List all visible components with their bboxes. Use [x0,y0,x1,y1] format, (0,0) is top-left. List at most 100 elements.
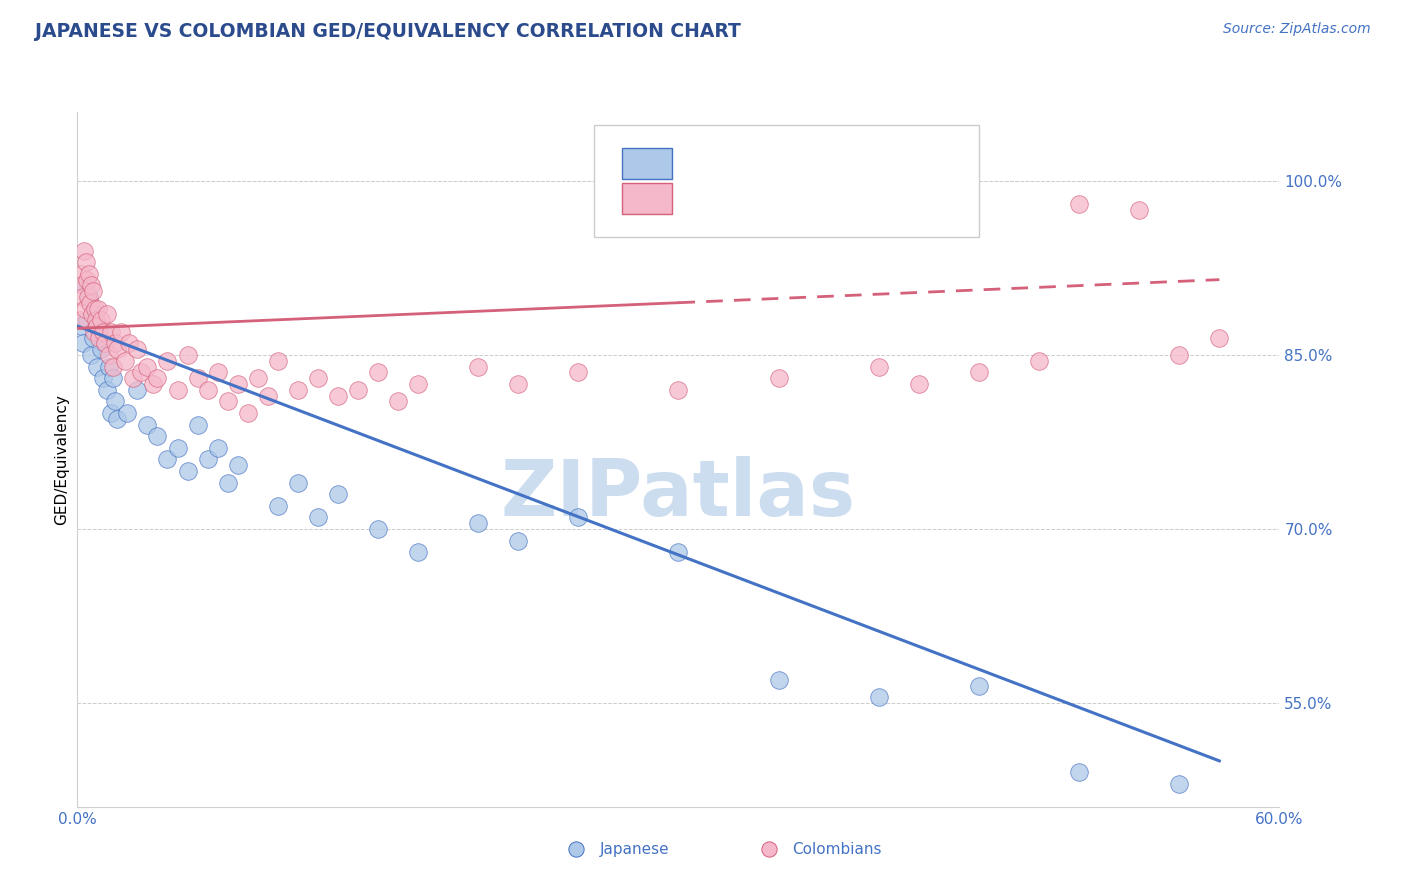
Point [967,366,990,380]
Point [79,267,101,281]
Point [908,376,931,391]
Point [868,359,890,374]
Point [82,284,104,298]
Point [1168,348,1191,362]
Point [83,325,105,339]
Point [90,313,112,327]
Point [1069,197,1091,211]
Text: N =: N = [841,191,884,206]
Point [104,394,127,409]
Point [117,406,139,420]
Point [967,678,990,692]
Point [84,301,107,316]
Point [100,406,122,420]
Y-axis label: GED/Equivalency: GED/Equivalency [53,394,69,524]
FancyBboxPatch shape [621,183,672,214]
Point [76,272,98,286]
Point [207,366,229,380]
Point [246,371,269,385]
Point [467,516,489,530]
Point [73,244,96,258]
Point [96,307,118,321]
Point [75,278,97,293]
Point [82,307,104,321]
Point [197,452,219,467]
Point [406,376,429,391]
Point [267,499,290,513]
Point [70,267,93,281]
Point [256,389,278,403]
Point [93,371,115,385]
Point [110,325,132,339]
Point [217,475,239,490]
Point [80,278,103,293]
Point [156,353,179,368]
Point [87,301,110,316]
Point [69,313,91,327]
Point [1028,353,1050,368]
Point [207,441,229,455]
Point [77,290,100,304]
Point [107,342,129,356]
Point [89,330,111,344]
Text: JAPANESE VS COLOMBIAN GED/EQUIVALENCY CORRELATION CHART: JAPANESE VS COLOMBIAN GED/EQUIVALENCY CO… [35,22,741,41]
Point [186,417,209,432]
Point [131,366,153,380]
Text: ZIPatlas: ZIPatlas [501,456,856,533]
Point [114,353,136,368]
Point [768,371,790,385]
Point [176,464,198,478]
Point [217,394,239,409]
Point [567,510,589,524]
Point [1069,765,1091,780]
Point [98,348,121,362]
Point [307,510,329,524]
Point [156,452,179,467]
Point [768,673,790,687]
FancyBboxPatch shape [595,126,979,236]
Point [136,359,159,374]
Point [387,394,409,409]
Point [84,307,107,321]
Point [94,336,117,351]
FancyBboxPatch shape [621,148,672,179]
Point [226,458,249,472]
Point [107,411,129,425]
Text: 87: 87 [894,191,914,206]
Text: N =: N = [841,156,884,171]
Point [176,348,198,362]
Point [103,359,125,374]
Point [94,336,117,351]
Point [79,295,101,310]
Point [82,330,104,344]
Point [508,533,530,548]
Point [668,545,690,559]
Point [287,383,309,397]
Point [75,255,97,269]
Point [146,371,169,385]
Point [1168,777,1191,791]
Point [104,336,127,351]
Point [96,383,118,397]
Point [567,366,589,380]
Point [72,336,94,351]
Point [100,325,122,339]
Text: Japanese: Japanese [600,841,669,856]
Text: R =: R = [685,156,717,171]
Point [508,376,530,391]
Point [287,475,309,490]
Point [307,371,329,385]
Text: Colombians: Colombians [793,841,882,856]
Point [127,383,149,397]
Point [86,318,108,333]
Text: R =: R = [685,191,717,206]
Point [98,359,121,374]
Point [146,429,169,443]
Point [236,406,259,420]
Point [1128,203,1150,218]
Point [118,336,141,351]
Point [326,487,349,501]
Point [367,366,389,380]
Point [72,278,94,293]
Point [136,417,159,432]
